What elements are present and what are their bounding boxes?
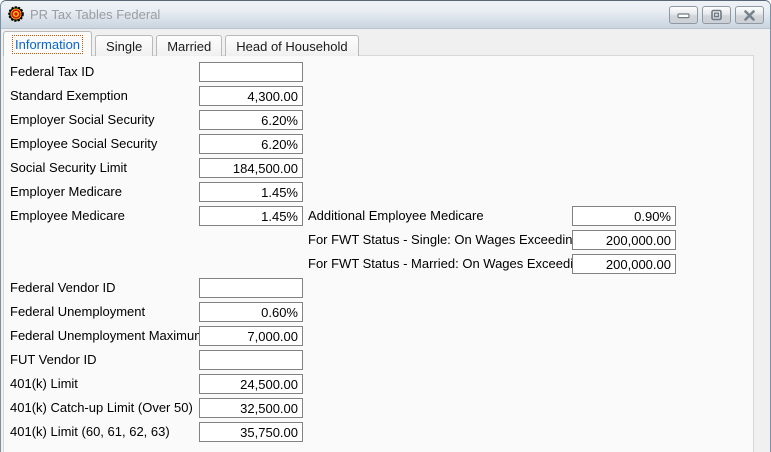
caption-buttons [669, 6, 764, 24]
tab-strip: Information Single Married Head of House… [3, 31, 359, 56]
federal-unemployment-label: Federal Unemployment [10, 304, 146, 319]
tab-married[interactable]: Married [156, 35, 223, 56]
employer-social-security-field[interactable] [199, 110, 303, 130]
tab-information[interactable]: Information [3, 31, 93, 56]
form-row: Federal Tax ID [4, 62, 753, 82]
federal-vendor-id-field[interactable] [199, 278, 303, 298]
employer-social-security-label: Employer Social Security [10, 112, 155, 127]
fut-vendor-id-label: FUT Vendor ID [10, 352, 97, 367]
tab-single[interactable]: Single [95, 35, 154, 56]
form-row: Federal Unemployment [4, 302, 753, 322]
employee-social-security-field[interactable] [199, 134, 303, 154]
form-row: Employer Medicare [4, 182, 753, 202]
employee-medicare-label: Employee Medicare [10, 208, 125, 223]
tab-information-label: Information [11, 34, 84, 54]
window-title: PR Tax Tables Federal [30, 7, 161, 22]
federal-tax-id-label: Federal Tax ID [10, 64, 95, 79]
form-row: Employee Medicare [4, 206, 753, 226]
form-row: Employee Social Security [4, 134, 753, 154]
maximize-restore-button[interactable] [702, 6, 731, 24]
app-icon [8, 6, 24, 22]
form-row: Standard Exemption [4, 86, 753, 106]
form-row: 401(k) Limit (60, 61, 62, 63) [4, 422, 753, 442]
federal-unemployment-maximum-field[interactable] [199, 326, 303, 346]
form-row: Federal Unemployment Maximum [4, 326, 753, 346]
standard-exemption-label: Standard Exemption [10, 88, 128, 103]
tab-head-of-household[interactable]: Head of Household [225, 35, 359, 56]
minimize-button[interactable] [669, 6, 698, 24]
form-row: 401(k) Catch-up Limit (Over 50) [4, 398, 753, 418]
401k-catchup-limit-field[interactable] [199, 398, 303, 418]
titlebar[interactable]: PR Tax Tables Federal [1, 1, 770, 29]
federal-unemployment-maximum-label: Federal Unemployment Maximum [10, 328, 206, 343]
additional-employee-medicare-label: Additional Employee Medicare [308, 208, 484, 223]
form-row: For FWT Status - Single: On Wages Exceed… [4, 230, 753, 250]
employer-medicare-label: Employer Medicare [10, 184, 122, 199]
form-row: Federal Vendor ID [4, 278, 753, 298]
additional-employee-medicare-field[interactable] [572, 206, 676, 226]
fut-vendor-id-field[interactable] [199, 350, 303, 370]
fwt-single-wages-exceeding-label: For FWT Status - Single: On Wages Exceed… [308, 232, 580, 247]
401k-limit-field[interactable] [199, 374, 303, 394]
federal-tax-id-field[interactable] [199, 62, 303, 82]
close-icon [744, 9, 755, 21]
tab-page-information: Federal Tax ID Standard Exemption Employ… [3, 55, 754, 452]
federal-vendor-id-label: Federal Vendor ID [10, 280, 116, 295]
401k-limit-60-63-field[interactable] [199, 422, 303, 442]
form-row: 401(k) Limit [4, 374, 753, 394]
401k-limit-label: 401(k) Limit [10, 376, 78, 391]
tab-head-of-household-label: Head of Household [236, 38, 348, 54]
minimize-icon [677, 13, 690, 19]
employer-medicare-field[interactable] [199, 182, 303, 202]
social-security-limit-label: Social Security Limit [10, 160, 128, 175]
401k-catchup-limit-label: 401(k) Catch-up Limit (Over 50) [10, 400, 193, 415]
federal-unemployment-field[interactable] [199, 302, 303, 322]
standard-exemption-field[interactable] [199, 86, 303, 106]
employee-medicare-field[interactable] [199, 206, 303, 226]
tab-single-label: Single [106, 38, 143, 54]
form-row: FUT Vendor ID [4, 350, 753, 370]
form-row: Employer Social Security [4, 110, 753, 130]
fwt-single-wages-exceeding-field[interactable] [572, 230, 676, 250]
tab-married-label: Married [167, 38, 212, 54]
form-row: Social Security Limit [4, 158, 753, 178]
form-row: Additional Employee Medicare [4, 206, 753, 226]
close-button[interactable] [735, 6, 764, 24]
fwt-married-wages-exceeding-label: For FWT Status - Married: On Wages Excee… [308, 256, 588, 271]
form-row: For FWT Status - Married: On Wages Excee… [4, 254, 753, 274]
401k-limit-60-63-label: 401(k) Limit (60, 61, 62, 63) [10, 424, 170, 439]
employee-social-security-label: Employee Social Security [10, 136, 158, 151]
restore-icon [711, 9, 722, 21]
fwt-married-wages-exceeding-field[interactable] [572, 254, 676, 274]
social-security-limit-field[interactable] [199, 158, 303, 178]
